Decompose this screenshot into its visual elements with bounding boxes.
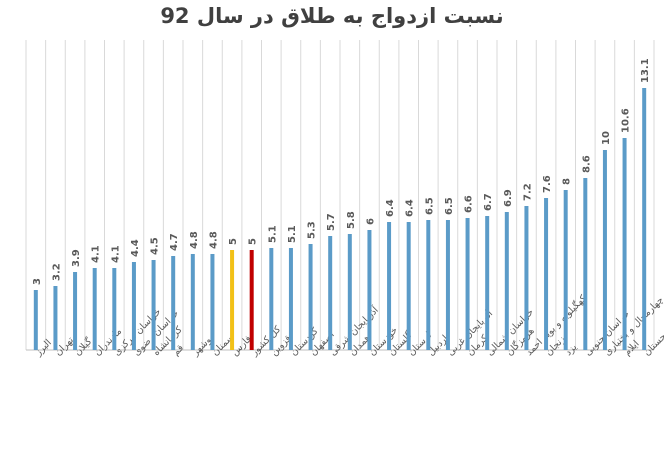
bar-10: [210, 254, 215, 350]
bar-14: [288, 248, 293, 350]
bar-17: [347, 234, 352, 350]
bar-12: [249, 250, 254, 350]
bar-32: [642, 88, 647, 350]
bar-21: [426, 220, 431, 350]
bar-2: [53, 286, 58, 350]
chart-title: نسبت ازدواج به طلاق در سال 92: [160, 4, 504, 28]
value-label: 5.1: [267, 225, 278, 243]
bar-13: [269, 248, 274, 350]
bar-8: [171, 256, 176, 350]
value-label: 8: [562, 178, 573, 185]
value-label: 4.8: [189, 231, 200, 249]
bar-9: [190, 254, 195, 350]
value-label: 5.3: [307, 221, 318, 239]
value-label: 6: [365, 218, 376, 225]
value-label: 4.7: [169, 233, 180, 251]
bar-29: [583, 178, 588, 350]
bar-27: [544, 198, 549, 350]
value-label: 10: [601, 131, 612, 145]
bar-18: [367, 230, 372, 350]
value-label: 6.6: [464, 195, 475, 213]
value-label: 5: [248, 238, 259, 245]
value-label: 4.8: [208, 231, 219, 249]
value-label: 3.2: [51, 263, 62, 281]
value-label: 5: [228, 238, 239, 245]
value-label: 8.6: [581, 155, 592, 173]
bar-25: [504, 212, 509, 350]
bar-28: [563, 190, 568, 350]
bar-3: [73, 272, 78, 350]
value-label: 3.9: [71, 249, 82, 267]
bar-31: [622, 138, 627, 350]
bar-23: [465, 218, 470, 350]
value-label: 5.8: [346, 211, 357, 229]
value-label: 4.1: [110, 245, 121, 263]
value-label: 6.4: [385, 199, 396, 217]
bar-19: [387, 222, 392, 350]
value-label: 6.7: [483, 193, 494, 211]
value-label: 6.5: [444, 197, 455, 215]
bar-7: [151, 260, 156, 350]
value-label: 3: [32, 278, 43, 285]
bar-11: [230, 250, 235, 350]
bar-16: [328, 236, 333, 350]
bar-20: [406, 222, 411, 350]
value-label: 5.7: [326, 213, 337, 231]
value-label: 6.9: [503, 189, 514, 207]
value-label: 10.6: [621, 108, 632, 133]
value-label: 6.4: [405, 199, 416, 217]
bar-24: [485, 216, 490, 350]
bar-1: [33, 290, 38, 350]
bar-5: [112, 268, 117, 350]
bar-6: [131, 262, 136, 350]
bar-15: [308, 244, 313, 350]
value-label: 5.1: [287, 225, 298, 243]
bar-26: [524, 206, 529, 350]
bar-22: [445, 220, 450, 350]
bar-30: [602, 150, 607, 350]
value-label: 7.6: [542, 175, 553, 193]
value-label: 6.5: [424, 197, 435, 215]
value-label: 7.2: [522, 183, 533, 201]
value-label: 4.5: [150, 237, 161, 255]
value-label: 13.1: [640, 58, 651, 83]
value-label: 4.4: [130, 239, 141, 257]
value-label: 4.1: [91, 245, 102, 263]
bar-4: [92, 268, 97, 350]
